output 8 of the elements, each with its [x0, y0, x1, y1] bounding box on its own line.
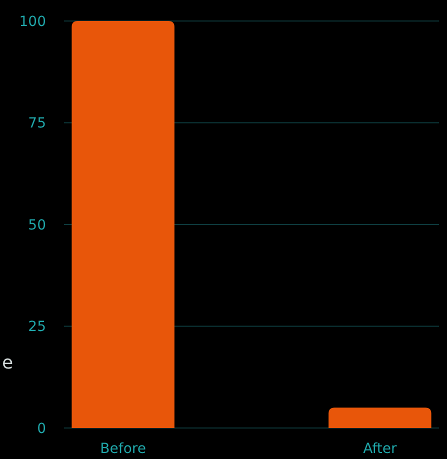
y-tick-label: 75 — [28, 116, 46, 132]
y-axis-title: e — [2, 352, 14, 374]
y-tick-label: 0 — [37, 420, 46, 437]
x-tick-label: Before — [100, 441, 146, 457]
y-tick-label: 25 — [28, 319, 46, 336]
x-tick-label: After — [363, 441, 397, 457]
y-tick-label: 50 — [28, 217, 46, 234]
y-tick-label: 100 — [19, 14, 46, 30]
